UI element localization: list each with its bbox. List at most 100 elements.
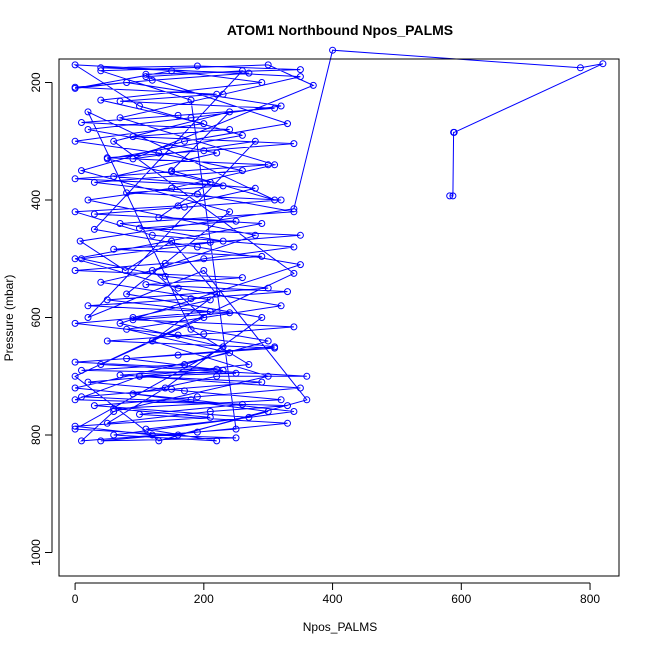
data-point	[277, 196, 285, 204]
data-point	[103, 296, 111, 304]
data-point	[277, 102, 285, 110]
data-point	[264, 161, 272, 169]
data-point	[271, 344, 279, 352]
data-point	[97, 278, 105, 286]
data-point	[264, 408, 272, 415]
data-point	[251, 137, 259, 145]
data-point	[284, 288, 291, 296]
data-point	[84, 314, 92, 321]
data-point	[110, 405, 118, 413]
data-point	[181, 203, 188, 211]
data-point	[110, 137, 118, 145]
data-point	[238, 400, 246, 408]
data-point	[97, 67, 105, 75]
data-point	[142, 70, 150, 78]
data-point	[226, 108, 234, 116]
data-point	[97, 64, 105, 72]
data-point	[238, 67, 246, 75]
data-point	[290, 243, 298, 251]
data-point	[599, 60, 607, 68]
data-point	[329, 46, 337, 54]
data-point	[78, 437, 85, 445]
data-point	[121, 267, 129, 274]
data-point	[161, 272, 169, 280]
data-point	[161, 259, 169, 267]
data-point	[193, 243, 201, 251]
x-tick-label: 0	[72, 592, 79, 606]
data-point	[97, 361, 105, 368]
plot-frame	[58, 58, 620, 577]
data-point	[71, 208, 79, 216]
data-point	[245, 361, 253, 368]
data-point	[226, 309, 234, 317]
data-point	[264, 61, 272, 69]
data-point	[90, 178, 98, 186]
x-tick-label: 400	[323, 592, 343, 606]
data-point	[78, 366, 85, 374]
data-point	[71, 267, 79, 274]
data-point	[303, 372, 311, 380]
data-point	[97, 437, 105, 445]
data-point	[148, 231, 156, 239]
data-point	[129, 390, 137, 398]
data-point	[181, 361, 188, 368]
data-point	[71, 319, 79, 327]
data-point	[206, 413, 214, 421]
data-point	[84, 378, 92, 386]
x-tick-label: 600	[451, 592, 471, 606]
data-point	[238, 131, 246, 139]
x-tick-label: 800	[580, 592, 600, 606]
data-point	[449, 192, 457, 200]
data-point	[277, 396, 285, 404]
data-point	[271, 104, 279, 112]
data-point	[290, 140, 298, 148]
data-point	[142, 73, 150, 81]
data-point	[200, 267, 208, 274]
data-point	[213, 437, 221, 445]
y-tick-label: 200	[29, 72, 43, 92]
series-layer	[71, 46, 607, 445]
data-point	[103, 154, 111, 162]
data-point	[129, 155, 137, 163]
data-point	[110, 173, 118, 180]
data-point	[284, 120, 291, 128]
data-point	[123, 355, 131, 363]
data-point	[71, 137, 79, 145]
data-point	[226, 349, 234, 357]
data-point	[187, 396, 195, 404]
data-point	[290, 408, 298, 415]
data-point	[116, 371, 124, 379]
data-point	[303, 396, 311, 404]
data-point	[155, 214, 163, 222]
data-point	[187, 96, 195, 104]
data-point	[187, 114, 195, 122]
data-point	[97, 96, 105, 104]
data-point	[148, 267, 156, 274]
data-point	[219, 182, 227, 190]
data-point	[148, 337, 156, 345]
data-point	[78, 167, 85, 175]
data-point	[232, 434, 240, 442]
data-point	[277, 302, 285, 310]
data-point	[290, 208, 298, 216]
data-point	[71, 396, 79, 404]
data-point	[258, 79, 266, 86]
data-point	[136, 372, 143, 380]
data-point	[116, 319, 124, 327]
data-point	[181, 387, 188, 395]
data-point	[296, 384, 304, 392]
data-point	[155, 149, 163, 157]
data-point	[90, 225, 98, 233]
data-point	[116, 220, 124, 227]
data-point	[193, 393, 201, 401]
data-point	[71, 372, 79, 380]
data-point	[78, 255, 85, 263]
data-point	[84, 126, 92, 133]
data-point	[129, 314, 137, 321]
data-point	[206, 308, 214, 316]
data-point	[232, 217, 240, 225]
data-point	[232, 369, 240, 377]
data-point	[174, 284, 182, 292]
data-point	[251, 231, 259, 239]
data-point	[264, 372, 272, 380]
